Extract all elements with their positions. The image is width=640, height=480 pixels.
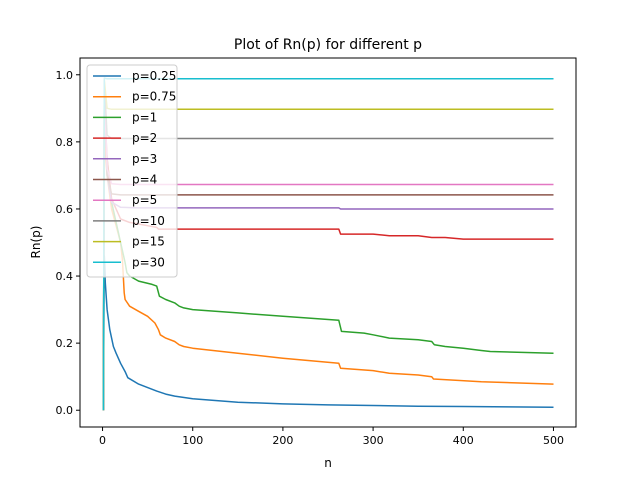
legend: p=0.25 p=0.75 p=1 p=2 p=3 p=4 p=5 p=10 p=15 p=30: [86, 64, 178, 278]
y-axis-label: Rn(p): [29, 226, 43, 259]
legend-label: p=5: [132, 193, 157, 207]
y-axis-ticks: 0.0 0.2 0.4 0.6 0.8 1.0: [56, 69, 80, 417]
x-tick-label: 300: [363, 434, 384, 447]
x-tick-label: 100: [182, 434, 203, 447]
y-tick-label: 0.6: [56, 203, 74, 216]
x-tick-label: 0: [99, 434, 106, 447]
series-line-0: [102, 255, 554, 411]
y-tick-label: 1.0: [56, 69, 74, 82]
chart-title: Plot of Rn(p) for different p: [234, 37, 422, 53]
y-tick-label: 0.8: [56, 136, 74, 149]
y-tick-label: 0.4: [56, 270, 74, 283]
legend-label: p=10: [132, 214, 165, 228]
legend-label: p=3: [132, 152, 157, 166]
y-tick-label: 0.2: [56, 337, 74, 350]
x-axis-label: n: [324, 456, 332, 470]
x-tick-label: 200: [272, 434, 293, 447]
legend-label: p=4: [132, 173, 157, 187]
legend-label: p=0.25: [132, 69, 176, 83]
legend-label: p=15: [132, 235, 165, 249]
legend-label: p=2: [132, 131, 157, 145]
legend-label: p=1: [132, 110, 157, 124]
y-tick-label: 0.0: [56, 404, 74, 417]
axes-frame: [79, 57, 577, 428]
x-tick-label: 400: [453, 434, 474, 447]
x-axis-ticks: 0 100 200 300 400 500: [99, 427, 564, 447]
legend-label: p=30: [132, 255, 165, 269]
x-tick-label: 500: [543, 434, 564, 447]
legend-label: p=0.75: [132, 90, 176, 104]
